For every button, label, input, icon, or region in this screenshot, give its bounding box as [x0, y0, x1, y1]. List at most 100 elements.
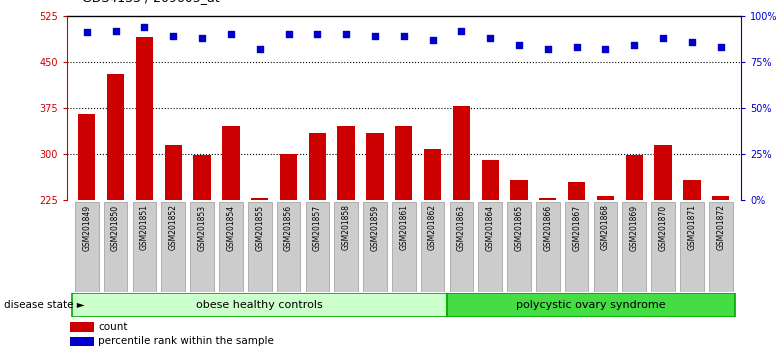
Bar — [539, 198, 557, 338]
FancyBboxPatch shape — [392, 202, 416, 292]
Point — [426, 37, 439, 43]
FancyBboxPatch shape — [191, 202, 214, 292]
Bar — [655, 145, 672, 338]
Point — [138, 24, 151, 30]
FancyBboxPatch shape — [680, 202, 704, 292]
Bar — [510, 180, 528, 338]
FancyBboxPatch shape — [449, 202, 474, 292]
Point — [311, 32, 324, 37]
Text: GSM201872: GSM201872 — [717, 205, 725, 251]
Bar — [78, 114, 96, 338]
FancyBboxPatch shape — [709, 202, 732, 292]
Point — [339, 32, 352, 37]
FancyBboxPatch shape — [421, 202, 445, 292]
Bar — [597, 196, 614, 338]
Point — [282, 32, 295, 37]
Text: GSM201854: GSM201854 — [227, 205, 235, 251]
Point — [109, 28, 122, 34]
Text: GSM201852: GSM201852 — [169, 205, 178, 251]
Text: polycystic ovary syndrome: polycystic ovary syndrome — [516, 300, 666, 310]
Bar — [337, 126, 355, 338]
Text: GSM201853: GSM201853 — [198, 205, 206, 251]
Bar — [136, 38, 153, 338]
Bar — [568, 182, 586, 338]
Text: GSM201851: GSM201851 — [140, 205, 149, 251]
Point — [513, 42, 525, 48]
Text: GSM201857: GSM201857 — [313, 205, 321, 251]
FancyBboxPatch shape — [478, 202, 502, 292]
Point — [484, 35, 496, 41]
Point — [599, 46, 612, 52]
Text: percentile rank within the sample: percentile rank within the sample — [98, 336, 274, 346]
Bar — [309, 132, 326, 338]
Bar — [194, 155, 211, 338]
Bar — [395, 126, 412, 338]
Point — [686, 39, 699, 45]
FancyBboxPatch shape — [72, 293, 447, 317]
FancyBboxPatch shape — [219, 202, 243, 292]
Text: GSM201865: GSM201865 — [514, 205, 524, 251]
Text: GSM201862: GSM201862 — [428, 205, 437, 251]
FancyBboxPatch shape — [306, 202, 329, 292]
FancyBboxPatch shape — [447, 293, 735, 317]
Point — [456, 28, 468, 34]
Text: disease state ►: disease state ► — [4, 300, 85, 310]
Text: GSM201867: GSM201867 — [572, 205, 581, 251]
Text: count: count — [98, 322, 128, 332]
FancyBboxPatch shape — [132, 202, 156, 292]
Text: GSM201866: GSM201866 — [543, 205, 553, 251]
Text: GSM201861: GSM201861 — [399, 205, 408, 251]
FancyBboxPatch shape — [162, 202, 185, 292]
Text: GDS4133 / 209605_at: GDS4133 / 209605_at — [82, 0, 220, 4]
Bar — [222, 126, 240, 338]
FancyBboxPatch shape — [75, 202, 99, 292]
Point — [397, 33, 410, 39]
FancyBboxPatch shape — [507, 202, 531, 292]
FancyBboxPatch shape — [593, 202, 617, 292]
Bar — [452, 106, 470, 338]
Point — [253, 46, 266, 52]
Bar — [366, 132, 383, 338]
Text: GSM201859: GSM201859 — [371, 205, 379, 251]
Bar — [712, 196, 729, 338]
Text: GSM201850: GSM201850 — [111, 205, 120, 251]
FancyBboxPatch shape — [363, 202, 387, 292]
FancyBboxPatch shape — [277, 202, 300, 292]
Text: GSM201858: GSM201858 — [342, 205, 350, 251]
Text: GSM201849: GSM201849 — [82, 205, 91, 251]
Bar — [626, 155, 643, 338]
Bar — [70, 322, 94, 332]
Text: GSM201868: GSM201868 — [601, 205, 610, 251]
Point — [571, 44, 583, 50]
FancyBboxPatch shape — [103, 202, 128, 292]
Text: GSM201855: GSM201855 — [255, 205, 264, 251]
Bar — [107, 74, 125, 338]
Bar — [251, 198, 268, 338]
Text: GSM201871: GSM201871 — [688, 205, 696, 251]
Bar — [683, 180, 701, 338]
Point — [196, 35, 209, 41]
Bar — [424, 149, 441, 338]
Point — [628, 42, 641, 48]
FancyBboxPatch shape — [334, 202, 358, 292]
Text: GSM201870: GSM201870 — [659, 205, 668, 251]
FancyBboxPatch shape — [564, 202, 589, 292]
Text: GSM201863: GSM201863 — [457, 205, 466, 251]
Bar — [280, 154, 297, 338]
Text: GSM201864: GSM201864 — [486, 205, 495, 251]
Text: obese healthy controls: obese healthy controls — [196, 300, 323, 310]
Bar — [70, 337, 94, 347]
FancyBboxPatch shape — [652, 202, 675, 292]
Bar — [481, 160, 499, 338]
Point — [167, 33, 180, 39]
FancyBboxPatch shape — [248, 202, 271, 292]
Text: GSM201856: GSM201856 — [284, 205, 293, 251]
Point — [368, 33, 381, 39]
FancyBboxPatch shape — [622, 202, 646, 292]
Point — [542, 46, 554, 52]
Point — [224, 32, 237, 37]
Bar — [165, 145, 182, 338]
Text: GSM201869: GSM201869 — [630, 205, 639, 251]
Point — [714, 44, 727, 50]
Point — [81, 30, 93, 35]
